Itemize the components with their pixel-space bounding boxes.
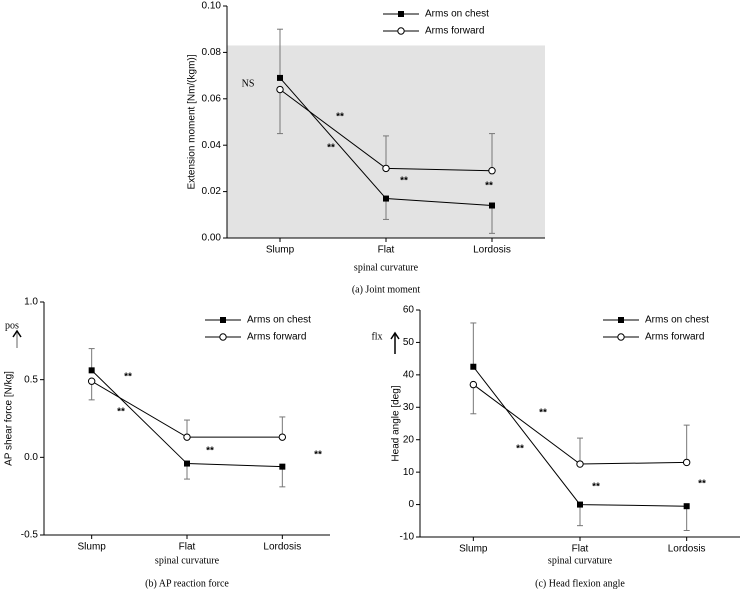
y-tick-label: 20 [403,434,415,445]
y-tick-label: 10 [403,467,415,478]
marker [87,377,96,385]
y-tick-label: 0.04 [202,140,222,151]
x-tick-label: Lordosis [473,245,511,256]
legend-label: Arms forward [425,26,484,37]
marker [683,503,690,510]
annotation: ** [117,407,125,418]
annotation: ** [400,176,408,187]
legend-label: Arms forward [247,332,306,343]
y-tick-label: 0.08 [202,47,222,58]
x-axis-label: spinal curvature [354,262,419,273]
marker [88,367,95,374]
marker [277,74,283,81]
annotation: ** [698,479,706,490]
y-tick-label: 1.0 [24,297,38,308]
legend-label: Arms on chest [247,315,311,326]
annotation: ** [516,444,524,455]
y-axis-label: Extension moment [Nm/(kgm)] [187,54,198,189]
x-tick-label: Flat [179,542,196,553]
x-tick-label: Slump [266,245,295,256]
y-axis-label: Head angle [deg] [391,385,402,461]
x-tick-label: Slump [459,544,488,555]
marker [184,460,190,467]
chart-title: (c) Head flexion angle [535,578,625,589]
annotation: pos [5,320,19,331]
arrow-head [390,331,400,340]
legend-marker [397,27,405,35]
legend-label: Arms forward [645,332,704,343]
annotation: ** [124,372,132,383]
annotation: ** [206,446,214,457]
marker [279,463,286,470]
legend-marker [220,317,226,323]
marker [383,195,389,202]
y-tick-label: -0.5 [21,530,39,541]
legend-label: Arms on chest [645,315,709,326]
legend-marker [617,333,625,341]
y-tick-label: 30 [403,402,415,413]
chart-title: (a) Joint moment [352,284,421,295]
annotation: ** [592,482,600,493]
arrow-head [12,329,22,338]
annotation: ** [336,112,344,123]
marker [276,85,284,94]
x-tick-label: Flat [378,245,395,256]
series-line [91,369,283,468]
y-tick-label: 0.10 [202,1,222,12]
annotation: ** [314,450,322,461]
marker [488,167,496,175]
series-line [472,366,687,507]
annotation: NS [242,78,255,89]
marker [183,433,191,441]
annotation: ** [327,143,335,154]
y-tick-label: 60 [403,305,415,316]
y-tick-label: -10 [400,532,415,543]
x-tick-label: Lordosis [263,542,301,553]
marker [278,433,287,441]
x-tick-label: Flat [572,544,589,555]
marker [382,164,390,173]
marker [489,202,495,209]
y-tick-label: 0.06 [202,93,222,104]
annotation: flx [371,331,382,342]
y-tick-label: 0.5 [24,374,38,385]
marker [470,363,477,370]
marker [576,460,584,468]
x-tick-label: Slump [77,542,106,553]
annotation: ** [539,408,547,419]
marker [469,380,478,389]
y-tick-label: 0.0 [24,452,38,463]
chart-title: (b) AP reaction force [145,578,229,589]
y-tick-label: 0 [408,499,414,510]
y-tick-label: 50 [403,337,415,348]
legend-label: Arms on chest [425,9,489,20]
y-tick-label: 40 [403,369,415,380]
marker [577,501,583,508]
legend-marker [618,317,624,323]
y-axis-label: AP shear force [N/kg] [4,371,15,466]
x-axis-label: spinal curvature [155,555,220,566]
legend-marker [219,333,227,341]
annotation: ** [485,181,493,192]
y-tick-label: 0.00 [202,233,222,244]
marker [682,458,691,467]
x-tick-label: Lordosis [668,544,706,555]
x-axis-label: spinal curvature [548,555,613,566]
legend-marker [398,11,404,17]
y-tick-label: 0.02 [202,186,222,197]
